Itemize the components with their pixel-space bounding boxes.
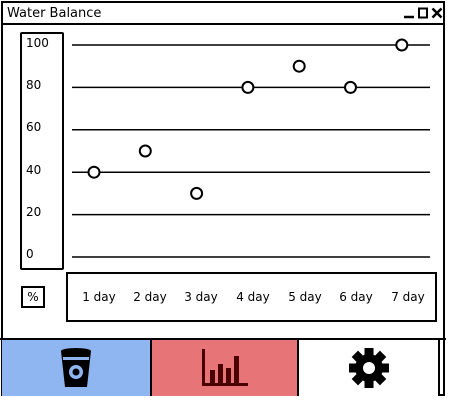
y-tick-label: 80 xyxy=(26,78,42,92)
bar-chart-icon xyxy=(201,349,248,386)
data-point[interactable] xyxy=(395,38,409,52)
x-tick-label: 1 day xyxy=(82,290,116,304)
y-tick-label: 60 xyxy=(26,120,42,134)
y-tick-label: 100 xyxy=(26,36,49,50)
app-window: Water Balance xyxy=(1,1,445,396)
tab-settings[interactable] xyxy=(299,340,440,396)
data-point[interactable] xyxy=(241,80,255,94)
data-point[interactable] xyxy=(87,165,101,179)
y-tick-label: 20 xyxy=(26,205,42,219)
close-icon[interactable] xyxy=(431,7,443,19)
x-tick-label: 5 day xyxy=(288,290,322,304)
scatter-plot xyxy=(72,38,430,258)
unit-label: % xyxy=(21,286,45,308)
x-tick-label: 4 day xyxy=(236,290,270,304)
bottom-tab-bar xyxy=(0,338,446,396)
data-point[interactable] xyxy=(190,186,204,200)
data-point[interactable] xyxy=(138,144,152,158)
bucket-icon xyxy=(61,348,91,387)
x-axis-panel xyxy=(66,272,437,322)
y-tick-label: 0 xyxy=(26,247,34,261)
data-point[interactable] xyxy=(292,59,306,73)
y-axis-panel xyxy=(20,32,64,270)
y-tick-label: 40 xyxy=(26,163,42,177)
x-tick-label: 3 day xyxy=(184,290,218,304)
x-tick-label: 2 day xyxy=(133,290,167,304)
window-title: Water Balance xyxy=(7,6,102,21)
x-tick-label: 7 day xyxy=(391,290,425,304)
maximize-icon[interactable] xyxy=(417,7,429,19)
tab-statistics[interactable] xyxy=(152,340,299,396)
tab-water[interactable] xyxy=(2,340,152,396)
gear-icon xyxy=(348,348,389,388)
title-bar: Water Balance xyxy=(3,3,443,25)
minimize-icon[interactable] xyxy=(403,7,415,19)
data-point[interactable] xyxy=(344,80,357,94)
x-tick-label: 6 day xyxy=(339,290,373,304)
